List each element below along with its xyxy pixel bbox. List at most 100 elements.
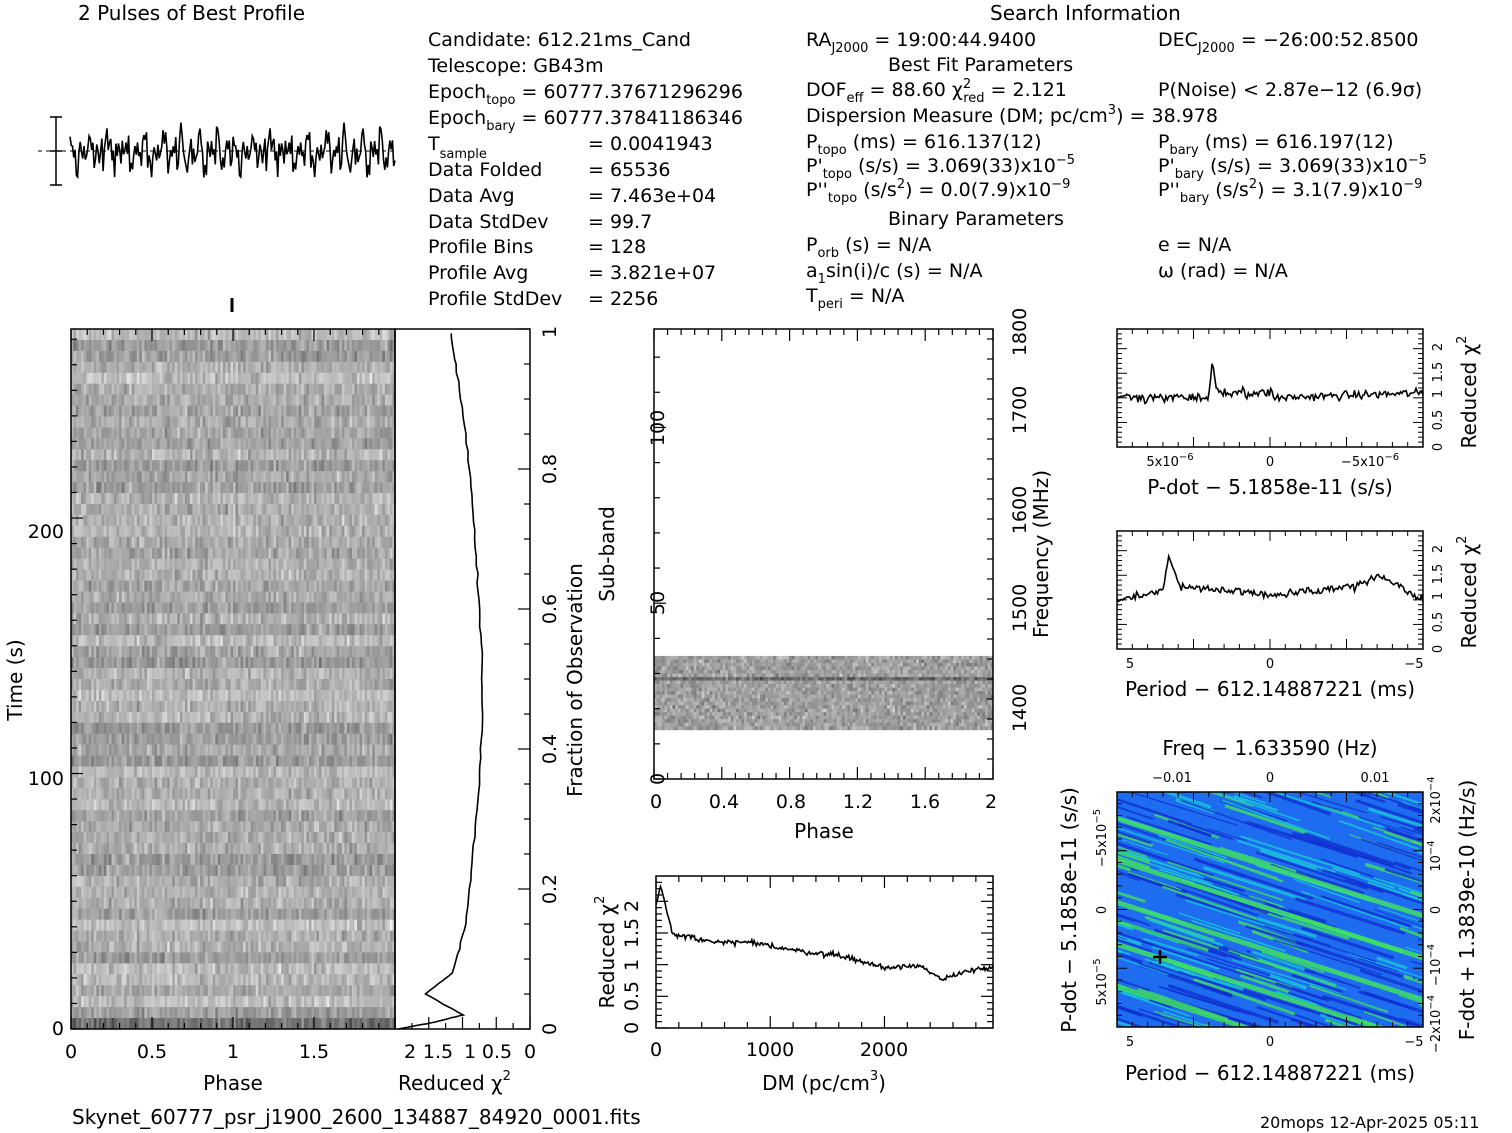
time-phase-cell	[167, 624, 171, 636]
time-phase-cell	[116, 722, 120, 735]
time-phase-cell	[114, 711, 117, 724]
time-phase-cell	[119, 482, 123, 494]
time-phase-cell	[329, 679, 333, 691]
time-phase-cell	[303, 493, 307, 505]
time-phase-cell	[281, 493, 285, 505]
time-phase-cell	[387, 482, 391, 494]
time-phase-cell	[101, 700, 105, 713]
time-phase-cell	[240, 493, 244, 505]
time-phase-cell	[245, 493, 249, 505]
time-phase-cell	[126, 405, 130, 417]
time-phase-cell	[301, 383, 305, 396]
time-phase-cell	[144, 569, 148, 581]
time-phase-cell	[331, 350, 335, 363]
time-phase-cell	[200, 635, 204, 647]
time-phase-cell	[321, 361, 325, 374]
time-phase-cell	[200, 482, 204, 494]
time-phase-cell	[306, 482, 310, 494]
time-phase-cell	[314, 482, 317, 494]
time-phase-cell	[238, 493, 241, 505]
time-phase-cell	[141, 635, 145, 647]
time-phase-cell	[291, 449, 295, 461]
time-phase-cell	[76, 711, 79, 724]
time-phase-cell	[235, 427, 239, 439]
time-phase-cell	[339, 471, 343, 483]
time-phase-cell	[265, 733, 269, 746]
time-phase-cell	[124, 624, 128, 636]
time-phase-cell	[339, 449, 343, 461]
time-phase-cell	[192, 438, 196, 450]
time-phase-cell	[326, 536, 330, 549]
time-phase-cell	[286, 558, 290, 571]
time-phase-cell	[319, 668, 322, 680]
time-phase-cell	[278, 679, 282, 691]
time-phase-cell	[268, 624, 272, 636]
time-phase-cell	[248, 602, 252, 614]
telescope: Telescope: GB43m	[427, 55, 604, 77]
time-phase-cell	[200, 580, 204, 592]
time-phase-cell	[270, 329, 274, 341]
time-phase-cell	[162, 635, 166, 647]
time-phase-cell	[98, 602, 102, 614]
time-phase-cell	[98, 657, 102, 669]
time-phase-cell	[83, 493, 87, 505]
time-phase-cell	[205, 449, 209, 461]
time-phase-cell	[248, 416, 252, 428]
time-phase-cell	[76, 514, 79, 527]
time-phase-cell	[296, 460, 300, 472]
time-phase-cell	[286, 416, 290, 428]
time-phase-cell	[119, 591, 123, 603]
time-phase-cell	[387, 580, 391, 592]
time-phase-cell	[324, 733, 328, 746]
time-phase-cell	[334, 580, 338, 592]
time-phase-cell	[164, 700, 168, 713]
profile-plot	[38, 116, 396, 312]
time-phase-cell	[336, 329, 340, 341]
time-phase-cell	[369, 558, 373, 571]
time-phase-cell	[374, 711, 378, 724]
time-phase-cell	[91, 558, 95, 571]
time-phase-cell	[116, 339, 120, 352]
time-phase-cell	[162, 460, 166, 472]
time-phase-cell	[392, 504, 395, 516]
time-phase-cell	[81, 700, 85, 713]
time-phase-cell	[324, 525, 328, 538]
time-phase-cell	[245, 657, 249, 669]
time-phase-cell	[359, 722, 363, 735]
time-phase-cell	[387, 427, 391, 439]
time-phase-cell	[276, 329, 279, 341]
time-phase-cell	[174, 711, 178, 724]
time-phase-cell	[152, 613, 155, 625]
time-phase-cell	[141, 722, 145, 735]
time-phase-cell	[278, 689, 282, 702]
time-phase-cell	[210, 580, 214, 592]
time-phase-cell	[303, 482, 307, 494]
time-phase-cell	[222, 525, 226, 538]
time-phase-cell	[141, 427, 145, 439]
time-phase-cell	[212, 689, 216, 702]
time-phase-cell	[278, 449, 282, 461]
time-phase-cell	[98, 547, 102, 560]
time-phase-cell	[260, 580, 264, 592]
time-phase-cell	[134, 339, 138, 352]
time-phase-cell	[230, 558, 234, 571]
time-phase-cell	[293, 733, 297, 746]
time-phase-cell	[331, 460, 335, 472]
time-phase-cell	[167, 427, 171, 439]
time-phase-cell	[372, 569, 376, 581]
time-phase-cell	[283, 449, 287, 461]
time-phase-cell	[78, 580, 82, 592]
time-phase-cell	[233, 471, 236, 483]
time-phase-cell	[98, 482, 102, 494]
time-phase-cell	[106, 733, 110, 746]
time-phase-cell	[336, 438, 340, 450]
time-phase-cell	[276, 679, 279, 691]
time-phase-cell	[301, 668, 305, 680]
time-phase-cell	[225, 646, 229, 658]
time-phase-cell	[71, 668, 74, 680]
time-phase-cell	[134, 591, 138, 603]
time-phase-cell	[276, 591, 279, 603]
time-phase-cell	[187, 558, 191, 571]
time-phase-cell	[98, 329, 102, 341]
time-phase-cell	[177, 361, 181, 374]
